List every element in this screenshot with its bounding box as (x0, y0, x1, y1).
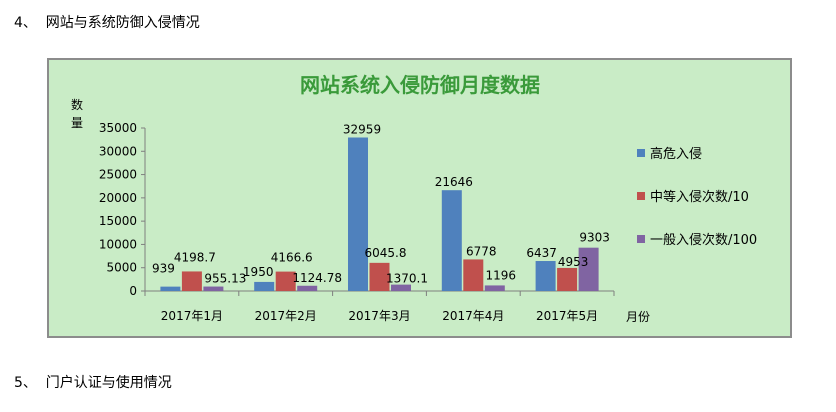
legend-label: 中等入侵次数/10 (650, 189, 749, 205)
y-tick-label: 30000 (99, 144, 137, 158)
data-label: 955.13 (204, 272, 246, 286)
bar (203, 286, 224, 291)
data-label: 1370.1 (386, 272, 428, 286)
x-tick-label: 2017年5月 (536, 309, 598, 323)
y-axis-label: 数量 (71, 97, 83, 130)
data-label: 32959 (343, 123, 381, 137)
bar (578, 247, 599, 291)
y-tick-label: 25000 (99, 168, 137, 182)
data-label: 6045.8 (365, 246, 407, 260)
y-tick-label: 5000 (106, 261, 137, 275)
data-label: 9303 (579, 231, 610, 245)
data-label: 1950 (243, 265, 274, 279)
data-label: 1124.78 (292, 271, 342, 285)
data-label: 21646 (435, 175, 473, 189)
legend-swatch (637, 192, 645, 200)
bar (484, 285, 505, 291)
bar (160, 286, 181, 291)
x-axis-ticks: 2017年1月 2017年2月 2017年3月 2017年4月 2017年5月 (144, 291, 615, 323)
legend-label: 高危入侵 (650, 146, 702, 162)
data-label: 4166.6 (271, 251, 313, 265)
bar (369, 262, 390, 291)
data-label: 939 (152, 262, 175, 276)
bar (535, 261, 556, 291)
y-axis-ticks: 0 5000 10000 15000 20000 25000 30000 35000 (99, 121, 145, 298)
x-tick-label: 2017年2月 (255, 309, 317, 323)
y-tick-label: 10000 (99, 237, 137, 251)
x-tick-label: 2017年4月 (442, 309, 504, 323)
x-tick-label: 2017年1月 (161, 309, 223, 323)
data-label: 4198.7 (174, 250, 216, 264)
x-axis-label: 月份 (626, 310, 650, 324)
y-tick-label: 0 (129, 284, 137, 298)
data-label: 6437 (526, 246, 557, 260)
bar (557, 267, 578, 291)
bar (275, 271, 296, 291)
y-tick-label: 35000 (99, 121, 137, 135)
legend-swatch (637, 235, 645, 243)
y-axis-label-char: 数 (71, 97, 83, 112)
bar (181, 271, 202, 291)
legend-label: 一般入侵次数/100 (650, 232, 757, 248)
section-heading-5: 5、 门户认证与使用情况 (14, 375, 172, 391)
bars (160, 137, 599, 291)
bar (463, 259, 484, 291)
data-label: 6778 (466, 244, 497, 258)
data-label: 4953 (558, 255, 589, 269)
bar (254, 281, 275, 291)
legend-swatch (637, 149, 645, 157)
bar (297, 285, 318, 291)
bar (391, 284, 411, 291)
bar (348, 137, 368, 291)
section-heading-4: 4、 网站与系统防御入侵情况 (14, 15, 200, 31)
y-tick-label: 20000 (99, 191, 137, 205)
y-axis-label-char: 量 (71, 116, 83, 130)
x-tick-label: 2017年3月 (348, 309, 410, 323)
bar (441, 190, 462, 291)
chart-title: 网站系统入侵防御月度数据 (300, 73, 540, 97)
data-label: 1196 (486, 268, 517, 282)
y-tick-label: 15000 (99, 214, 137, 228)
